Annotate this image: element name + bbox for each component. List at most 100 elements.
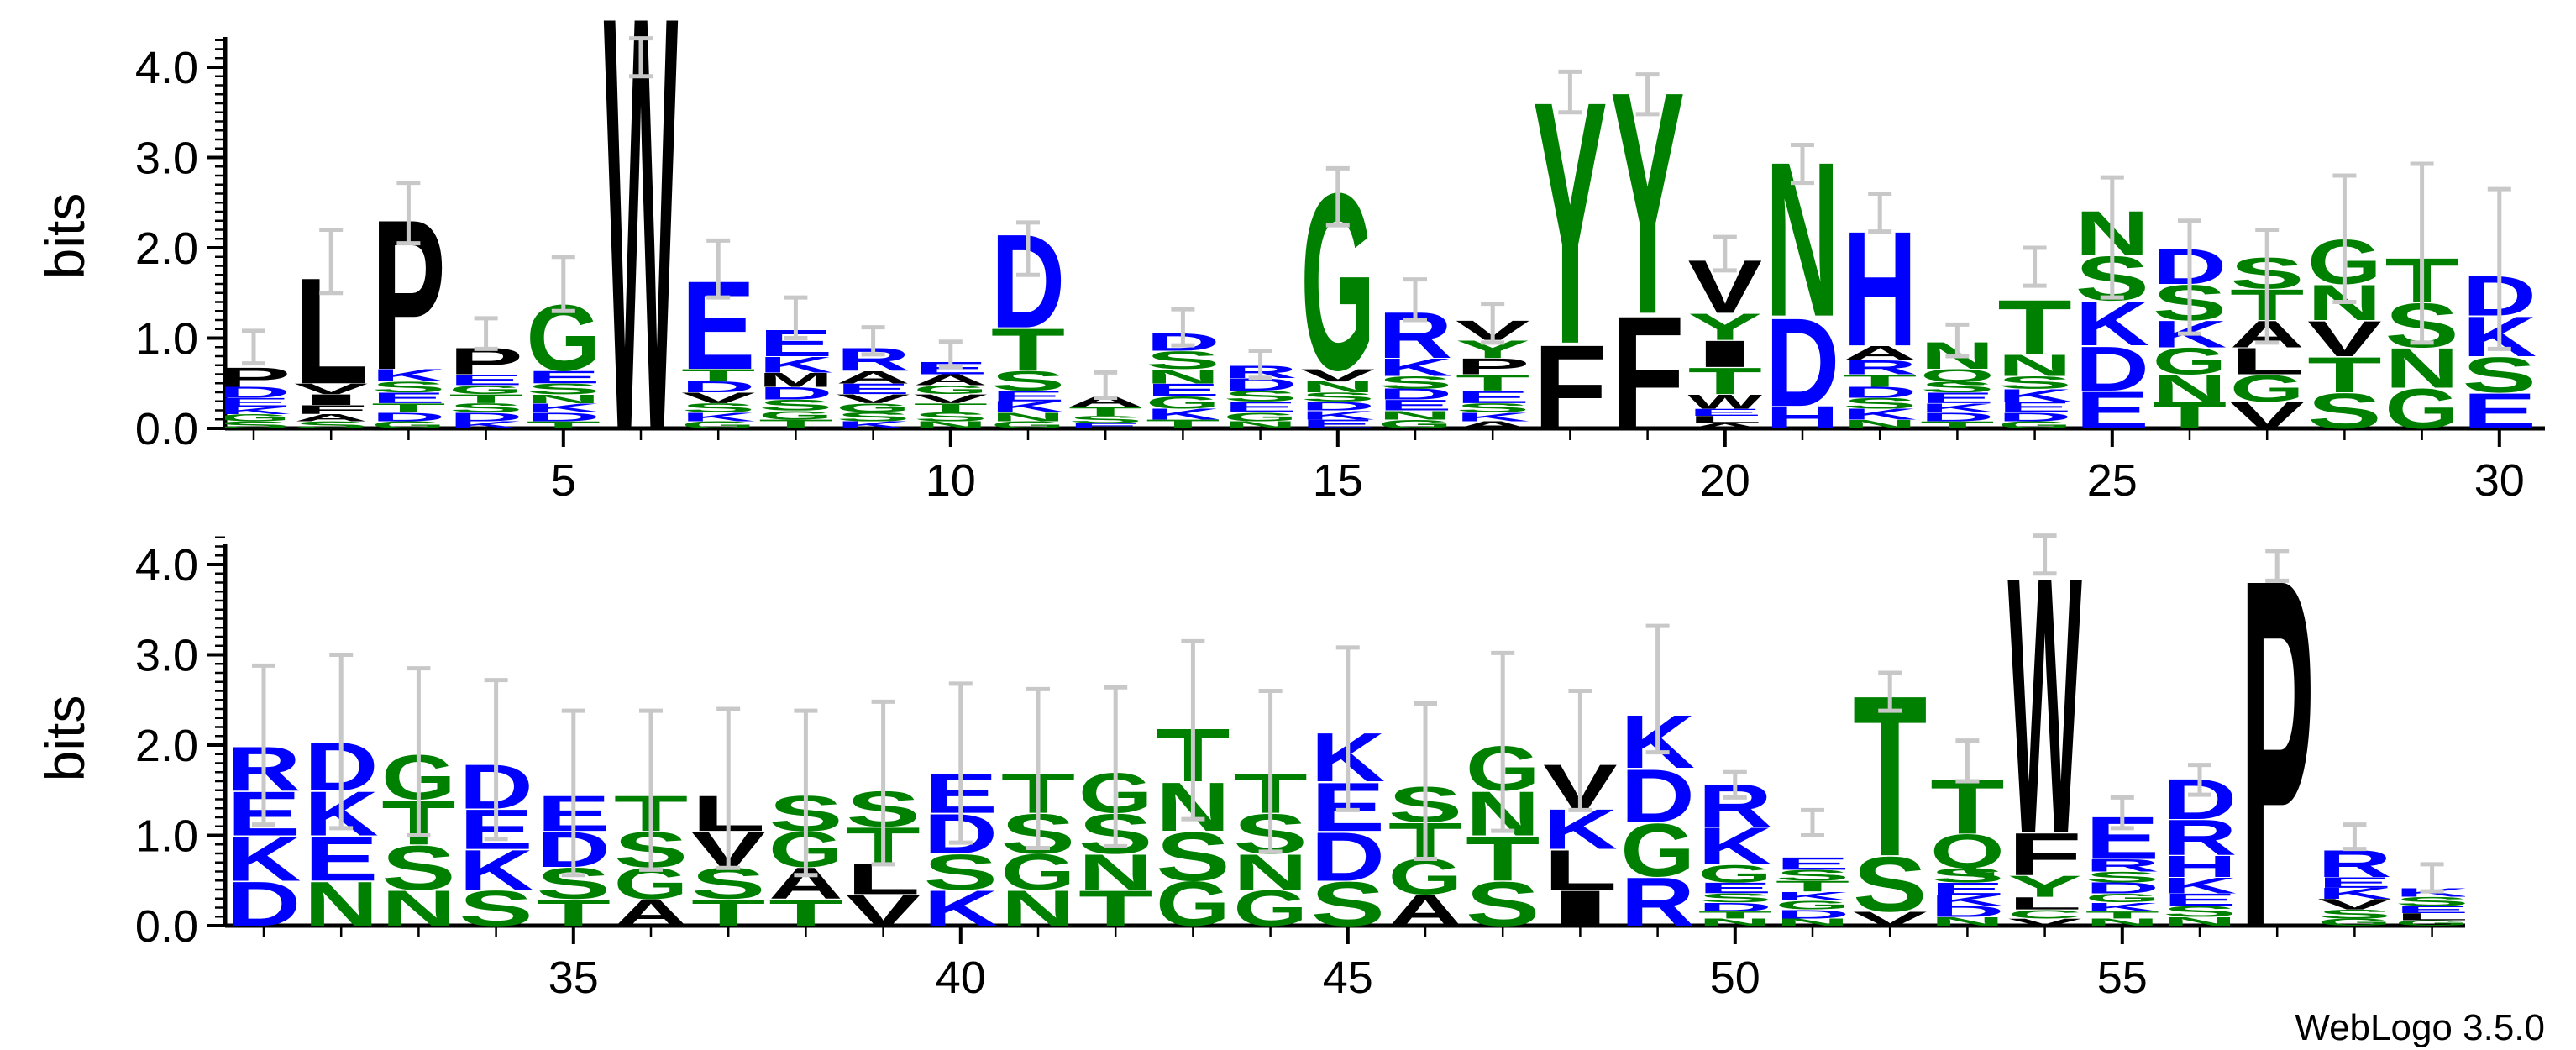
y-tick-label: 4.0 bbox=[135, 540, 198, 591]
x-tick-label: 25 bbox=[2087, 455, 2138, 506]
error-bar-14 bbox=[1248, 349, 1272, 381]
residue-letter-F: F bbox=[1610, 283, 1684, 464]
residue-letter-D: D bbox=[371, 410, 446, 424]
residue-letter-F: F bbox=[2007, 821, 2081, 889]
residue-letter-E: E bbox=[2163, 890, 2238, 910]
error-bar-7 bbox=[706, 238, 731, 300]
residue-letter-K: K bbox=[217, 405, 291, 416]
residue-letter-H: H bbox=[1765, 400, 1840, 435]
residue-letter-S: S bbox=[1920, 379, 1995, 396]
residue-letter-K: K bbox=[2075, 288, 2150, 359]
residue-letter-S: S bbox=[1146, 346, 1220, 374]
residue-letter-K: K bbox=[758, 352, 833, 377]
residue-letter-N: N bbox=[1776, 916, 1850, 927]
residue-letter-K: K bbox=[991, 398, 1066, 415]
residue-letter-T: T bbox=[449, 391, 522, 406]
residue-letter-Q: Q bbox=[1930, 825, 2004, 878]
residue-letter-N: N bbox=[527, 391, 601, 406]
residue-letter-N: N bbox=[1146, 365, 1220, 387]
residue-letter-D: D bbox=[449, 410, 523, 424]
residue-letter-M: M bbox=[758, 369, 832, 391]
residue-letter-Q: Q bbox=[1920, 365, 1994, 385]
error-bar-21 bbox=[1791, 142, 1814, 186]
residue-letter-G: G bbox=[2230, 368, 2304, 410]
residue-letter-D: D bbox=[1930, 903, 2005, 920]
y-tick-label: 1.0 bbox=[135, 811, 198, 862]
error-bar-55 bbox=[2110, 795, 2134, 831]
residue-letter-S: S bbox=[1466, 869, 1540, 939]
residue-letter-G: G bbox=[1223, 410, 1297, 424]
residue-letter-N: N bbox=[1997, 349, 2072, 382]
residue-letter-A: A bbox=[836, 367, 910, 387]
residue-letter-G: G bbox=[449, 383, 522, 397]
residue-letter-R: R bbox=[1620, 864, 1695, 941]
residue-letter-K: K bbox=[1146, 406, 1220, 423]
residue-letter-S: S bbox=[1301, 390, 1376, 404]
residue-letter-N: N bbox=[2085, 916, 2160, 927]
y-axis-label: bits bbox=[34, 696, 96, 782]
residue-letter-S: S bbox=[758, 396, 833, 413]
residue-letter-K: K bbox=[449, 419, 523, 430]
error-bar-11 bbox=[1016, 220, 1040, 277]
residue-letter-G: G bbox=[1698, 859, 1772, 888]
error-bar-57 bbox=[2265, 549, 2290, 583]
residue-letter-S: S bbox=[1456, 401, 1530, 415]
residue-letter-H: H bbox=[2163, 850, 2238, 884]
error-bar-29 bbox=[2410, 161, 2434, 345]
residue-letter-K: K bbox=[1843, 406, 1918, 423]
error-bar-37 bbox=[716, 706, 741, 870]
y-tick-label: 2.0 bbox=[135, 721, 198, 771]
residue-letter-S: S bbox=[2395, 895, 2469, 909]
residue-letter-D: D bbox=[1223, 375, 1298, 395]
residue-letter-V: V bbox=[2317, 895, 2392, 912]
residue-letter-T: T bbox=[2085, 910, 2159, 921]
error-bar-23 bbox=[1945, 322, 1970, 359]
residue-letter-S: S bbox=[2085, 869, 2160, 885]
y-axis-label: bits bbox=[34, 193, 96, 280]
residue-letter-A: A bbox=[614, 891, 689, 934]
residue-letter-S: S bbox=[1698, 891, 1773, 906]
residue-letter-E: E bbox=[1776, 854, 1850, 874]
residue-letter-G: G bbox=[217, 412, 291, 423]
residue-letter-R: R bbox=[2163, 811, 2238, 867]
residue-letter-E: E bbox=[1920, 390, 1995, 407]
residue-letter-D: D bbox=[217, 384, 291, 401]
error-bar-40 bbox=[948, 681, 973, 845]
residue-letter-V: V bbox=[2230, 394, 2305, 436]
residue-letter-T: T bbox=[527, 419, 601, 430]
residue-letter-L: L bbox=[2395, 911, 2468, 922]
y-tick-label: 3.0 bbox=[135, 631, 198, 681]
x-tick-label: 50 bbox=[1710, 953, 1760, 1003]
residue-letter-G: G bbox=[2385, 377, 2458, 441]
y-tick-label: 2.0 bbox=[135, 223, 198, 274]
residue-letter-F: F bbox=[294, 402, 368, 417]
residue-letter-D: D bbox=[1620, 753, 1695, 837]
error-bar-54 bbox=[2033, 533, 2057, 576]
error-bar-13 bbox=[1171, 307, 1195, 348]
residue-letter-E: E bbox=[304, 823, 379, 894]
residue-letter-S: S bbox=[449, 401, 523, 415]
residue-letter-S: S bbox=[527, 381, 601, 397]
error-bar-4 bbox=[474, 316, 498, 351]
residue-letter-G: G bbox=[991, 419, 1065, 430]
error-bar-43 bbox=[1181, 638, 1205, 822]
residue-letter-E: E bbox=[991, 388, 1066, 405]
residue-letter-D: D bbox=[1311, 818, 1386, 895]
residue-letter-S: S bbox=[924, 844, 999, 900]
residue-letter-K: K bbox=[1920, 401, 1995, 415]
error-bar-8 bbox=[784, 295, 808, 340]
residue-letter-T: T bbox=[914, 401, 988, 415]
residue-letter-T: T bbox=[371, 401, 445, 415]
residue-letter-E: E bbox=[527, 367, 601, 386]
residue-letter-E: E bbox=[2463, 383, 2537, 439]
residue-letter-N: N bbox=[2163, 914, 2238, 928]
